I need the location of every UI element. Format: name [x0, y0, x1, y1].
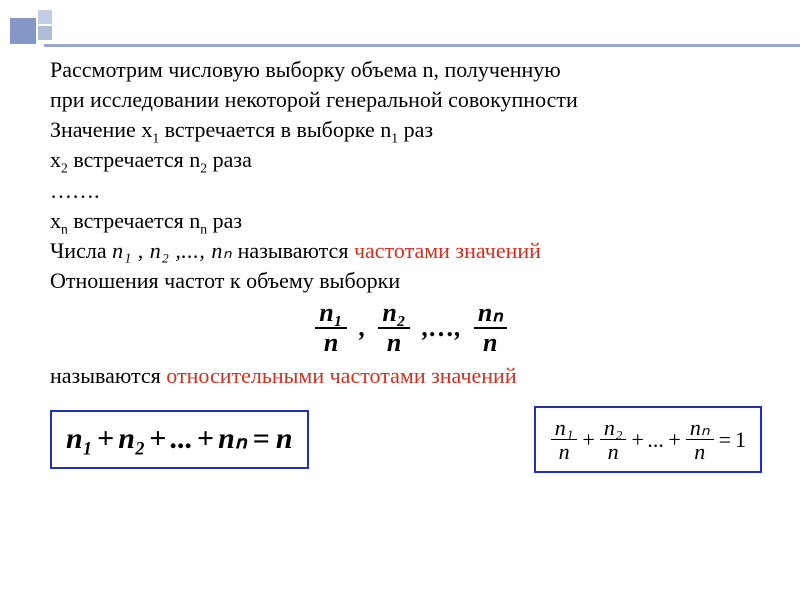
fractions-center: n₁ n , n₂ n ,…, nₙ n: [50, 299, 772, 356]
term: n₂: [118, 420, 145, 458]
text: называются: [232, 238, 354, 263]
sequence-n: n₁ , n₂ ,..., nₙ: [112, 238, 232, 263]
para-intro-2: при исследовании некоторой генеральной с…: [50, 86, 772, 114]
para-frequencies: Числа n₁ , n₂ ,..., nₙ называются частот…: [50, 237, 772, 265]
numerator: n₁: [315, 299, 347, 326]
separator: ,…,: [422, 311, 461, 344]
para-intro-1: Рассмотрим числовую выборку объема n, по…: [50, 56, 772, 84]
numerator: nₙ: [686, 416, 714, 439]
text: раза: [207, 147, 252, 172]
para-x1: Значение x1 встречается в выборке n1 раз: [50, 116, 772, 144]
op: +: [97, 420, 114, 458]
term: ...: [171, 420, 194, 458]
accent-text: частотами значений: [354, 238, 541, 263]
header-rule: [44, 44, 800, 47]
text: называются: [50, 363, 166, 388]
deco-square: [10, 18, 36, 44]
para-x2: x2 встречается n2 раза: [50, 146, 772, 174]
denominator: n: [600, 439, 627, 463]
para-dots: …….: [50, 177, 772, 205]
deco-square: [38, 26, 52, 40]
text: встречается n: [68, 147, 200, 172]
text: встречается в выборке n: [159, 117, 391, 142]
subscript: n: [61, 221, 68, 236]
dots: ...: [648, 426, 665, 454]
subscript: 2: [61, 161, 68, 176]
fraction: n₁ n: [551, 416, 578, 463]
op: +: [582, 426, 594, 454]
numerator: n₂: [378, 299, 410, 326]
fraction: nₙ n: [686, 416, 714, 463]
eq: =: [719, 426, 731, 454]
op: +: [197, 420, 214, 458]
equation-row: n₁ + n₂ + ... + nₙ = n n₁ n + n₂ n + ...…: [50, 406, 772, 473]
deco-square: [38, 10, 52, 24]
numerator: nₙ: [474, 299, 507, 326]
equation-sum-fractions: n₁ n + n₂ n + ... + nₙ n = 1: [534, 406, 762, 473]
text: Значение x: [50, 117, 152, 142]
term: n₁: [66, 420, 93, 458]
para-relative-freq: называются относительными частотами знач…: [50, 362, 772, 390]
numerator: n₁: [551, 416, 578, 439]
denominator: n: [474, 327, 507, 356]
eq: =: [253, 420, 270, 458]
rhs: n: [276, 420, 293, 458]
para-xn: xn встречается nn раз: [50, 207, 772, 235]
equation-sum-n: n₁ + n₂ + ... + nₙ = n: [50, 410, 309, 468]
op: +: [631, 426, 643, 454]
text: встречается n: [68, 208, 200, 233]
denominator: n: [315, 327, 347, 356]
text: раз: [398, 117, 433, 142]
denominator: n: [378, 327, 410, 356]
accent-text: относительными частотами значений: [166, 363, 516, 388]
text: x: [50, 147, 61, 172]
fraction: n₂ n: [378, 299, 410, 356]
text: x: [50, 208, 61, 233]
text: Числа: [50, 238, 112, 263]
term: nₙ: [218, 420, 247, 458]
fraction: n₂ n: [600, 416, 627, 463]
denominator: n: [551, 439, 578, 463]
slide-content: Рассмотрим числовую выборку объема n, по…: [50, 56, 772, 473]
text: раз: [207, 208, 242, 233]
fraction: n₁ n: [315, 299, 347, 356]
op: +: [668, 426, 680, 454]
numerator: n₂: [600, 416, 627, 439]
rhs: 1: [735, 426, 746, 454]
para-relations: Отношения частот к объему выборки: [50, 267, 772, 295]
fraction: nₙ n: [474, 299, 507, 356]
separator: ,: [359, 311, 366, 344]
denominator: n: [686, 439, 714, 463]
op: +: [149, 420, 166, 458]
